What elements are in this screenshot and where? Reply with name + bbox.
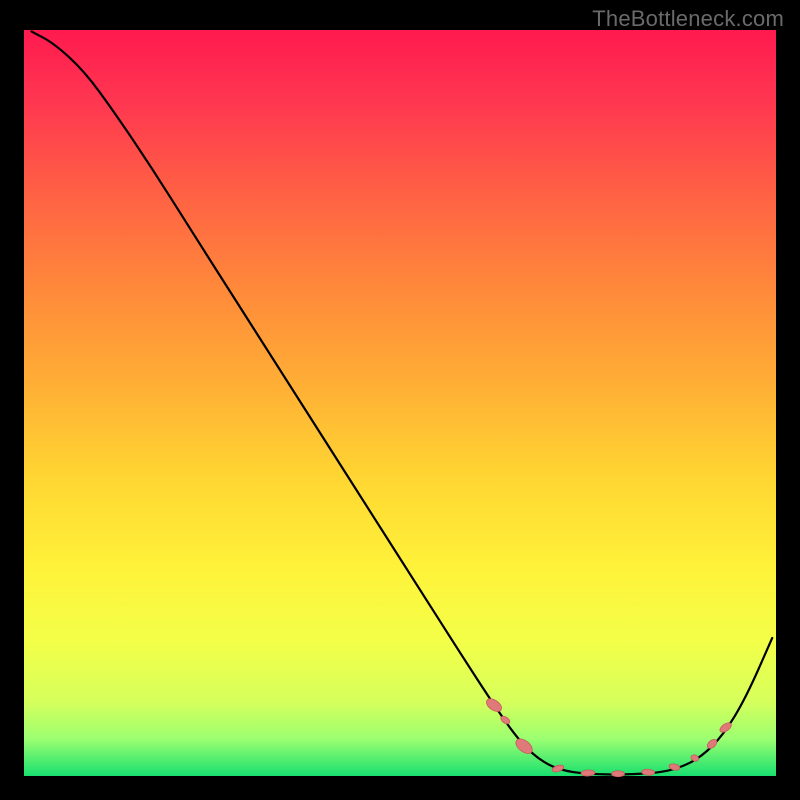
plot-area: [24, 30, 776, 776]
curve-marker: [612, 771, 625, 777]
chart-frame: TheBottleneck.com: [0, 0, 800, 800]
curve-marker: [642, 769, 655, 776]
curve-marker: [484, 696, 504, 714]
curve-marker: [551, 764, 564, 773]
curve-marker: [706, 738, 719, 751]
watermark-text: TheBottleneck.com: [592, 6, 784, 32]
curve-marker: [581, 770, 595, 777]
chart-svg: [24, 30, 776, 776]
bottleneck-curve: [32, 31, 773, 774]
